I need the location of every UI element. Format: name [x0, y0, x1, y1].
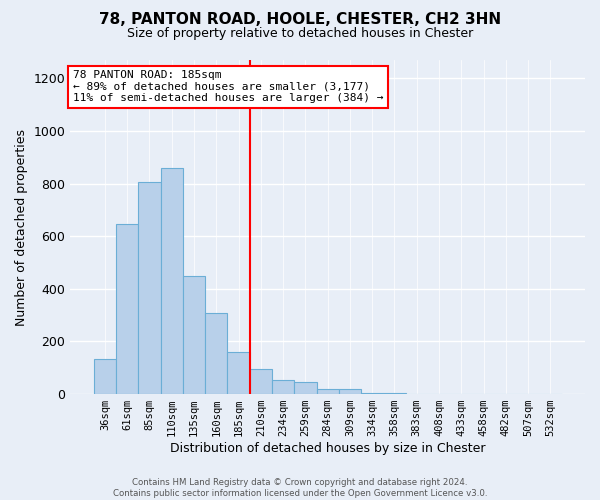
Text: Contains HM Land Registry data © Crown copyright and database right 2024.
Contai: Contains HM Land Registry data © Crown c…	[113, 478, 487, 498]
Bar	[250, 368, 272, 394]
Text: 78, PANTON ROAD, HOOLE, CHESTER, CH2 3HN: 78, PANTON ROAD, HOOLE, CHESTER, CH2 3HN	[99, 12, 501, 28]
Bar	[138, 182, 161, 394]
Text: 78 PANTON ROAD: 185sqm
← 89% of detached houses are smaller (3,177)
11% of semi-: 78 PANTON ROAD: 185sqm ← 89% of detached…	[73, 70, 383, 103]
Bar	[294, 382, 317, 394]
Bar	[339, 389, 361, 394]
Y-axis label: Number of detached properties: Number of detached properties	[15, 128, 28, 326]
Bar	[205, 312, 227, 394]
Bar	[361, 393, 383, 394]
Bar	[383, 393, 406, 394]
X-axis label: Distribution of detached houses by size in Chester: Distribution of detached houses by size …	[170, 442, 485, 455]
Text: Size of property relative to detached houses in Chester: Size of property relative to detached ho…	[127, 28, 473, 40]
Bar	[317, 390, 339, 394]
Bar	[94, 358, 116, 394]
Bar	[227, 352, 250, 394]
Bar	[161, 168, 183, 394]
Bar	[272, 380, 294, 394]
Bar	[183, 276, 205, 394]
Bar	[116, 224, 138, 394]
